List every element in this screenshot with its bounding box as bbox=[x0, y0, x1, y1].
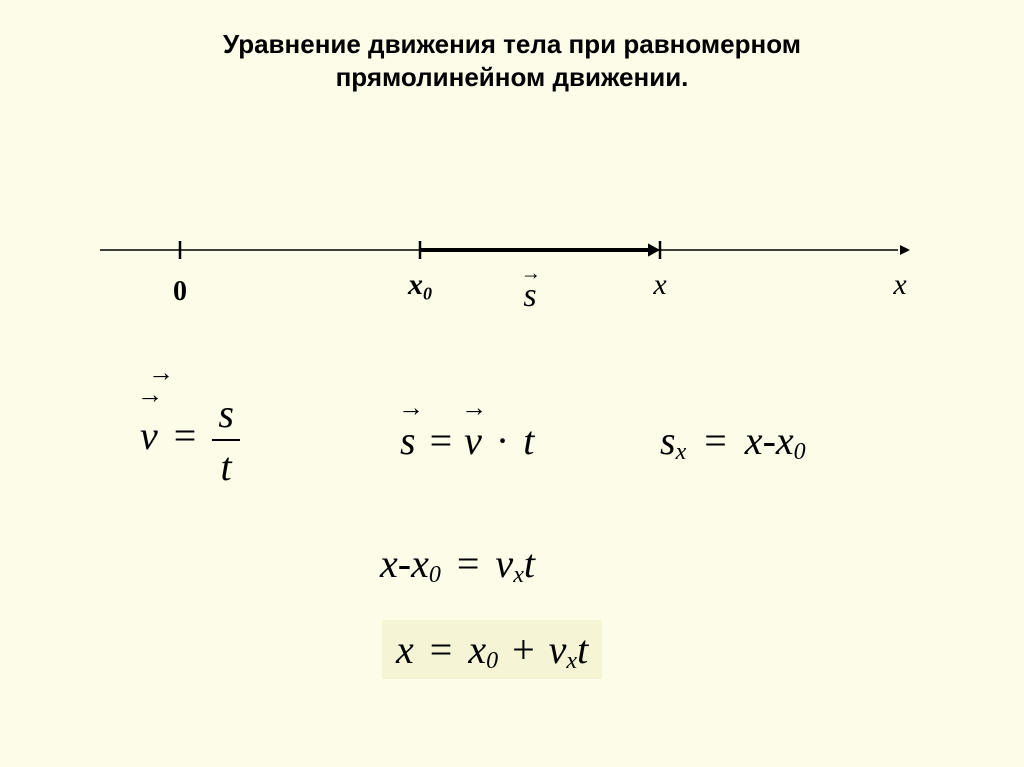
svg-text:x: x bbox=[652, 268, 667, 301]
number-line-diagram: 0x0xxs→ bbox=[100, 220, 910, 310]
sym-x: x bbox=[396, 627, 414, 672]
sym-minus: - bbox=[763, 418, 776, 463]
equation-velocity-definition: → v = → s t bbox=[140, 390, 240, 490]
sym-t: t bbox=[524, 541, 535, 586]
physics-slide: Уравнение движения тела при равномерном … bbox=[0, 0, 1024, 767]
sym-s: s bbox=[400, 418, 416, 463]
slide-title: Уравнение движения тела при равномерном … bbox=[0, 28, 1024, 93]
svg-text:→: → bbox=[521, 262, 541, 284]
sub-0: 0 bbox=[794, 439, 806, 465]
sym-x0: x bbox=[411, 541, 429, 586]
vector-arrow-icon: → bbox=[398, 393, 424, 423]
sym-v: v bbox=[464, 418, 482, 463]
sym-t: t bbox=[212, 443, 240, 490]
sub-0: 0 bbox=[486, 648, 498, 674]
svg-text:0: 0 bbox=[173, 276, 187, 307]
title-line1: Уравнение движения тела при равномерном bbox=[223, 29, 801, 59]
equation-displacement: → s = → v · t bbox=[400, 417, 534, 464]
sym-x0: x bbox=[776, 418, 794, 463]
sym-x: x bbox=[745, 418, 763, 463]
highlight-box: x = x0 + vxt bbox=[382, 620, 602, 679]
sym-x: x bbox=[380, 541, 398, 586]
equation-of-motion-highlight: x = x0 + vxt bbox=[382, 620, 602, 679]
sub-x: x bbox=[676, 439, 687, 465]
title-line2: прямолинейном движении. bbox=[336, 62, 689, 92]
sym-v: v bbox=[495, 541, 513, 586]
equation-sx: sx = x-x0 bbox=[660, 417, 806, 466]
vector-arrow-icon: → bbox=[461, 393, 487, 423]
sym-t: t bbox=[523, 418, 534, 463]
svg-text:x: x bbox=[892, 268, 907, 301]
sym-s: s bbox=[660, 418, 676, 463]
fraction-s-over-t: → s t bbox=[212, 390, 240, 490]
sym-eq: = bbox=[424, 627, 459, 672]
sym-eq: = bbox=[168, 413, 203, 458]
sym-eq: = bbox=[426, 418, 455, 463]
sym-eq: = bbox=[696, 418, 735, 463]
sub-0: 0 bbox=[429, 562, 441, 588]
sym-dot: · bbox=[492, 418, 513, 463]
sym-s: s bbox=[212, 390, 240, 437]
equation-x-minus-x0: x-x0 = vxt bbox=[380, 540, 535, 589]
vector-arrow-icon: → bbox=[148, 358, 174, 388]
sym-eq: = bbox=[451, 541, 486, 586]
sub-x: x bbox=[513, 562, 524, 588]
sym-v: v bbox=[140, 413, 158, 458]
fraction-bar bbox=[212, 439, 240, 441]
sym-t: t bbox=[577, 627, 588, 672]
sym-plus: + bbox=[508, 627, 539, 672]
sym-x0: x bbox=[468, 627, 486, 672]
svg-text:x0: x0 bbox=[407, 268, 432, 303]
sub-x: x bbox=[566, 648, 577, 674]
sym-v: v bbox=[549, 627, 567, 672]
sym-minus: - bbox=[398, 541, 411, 586]
